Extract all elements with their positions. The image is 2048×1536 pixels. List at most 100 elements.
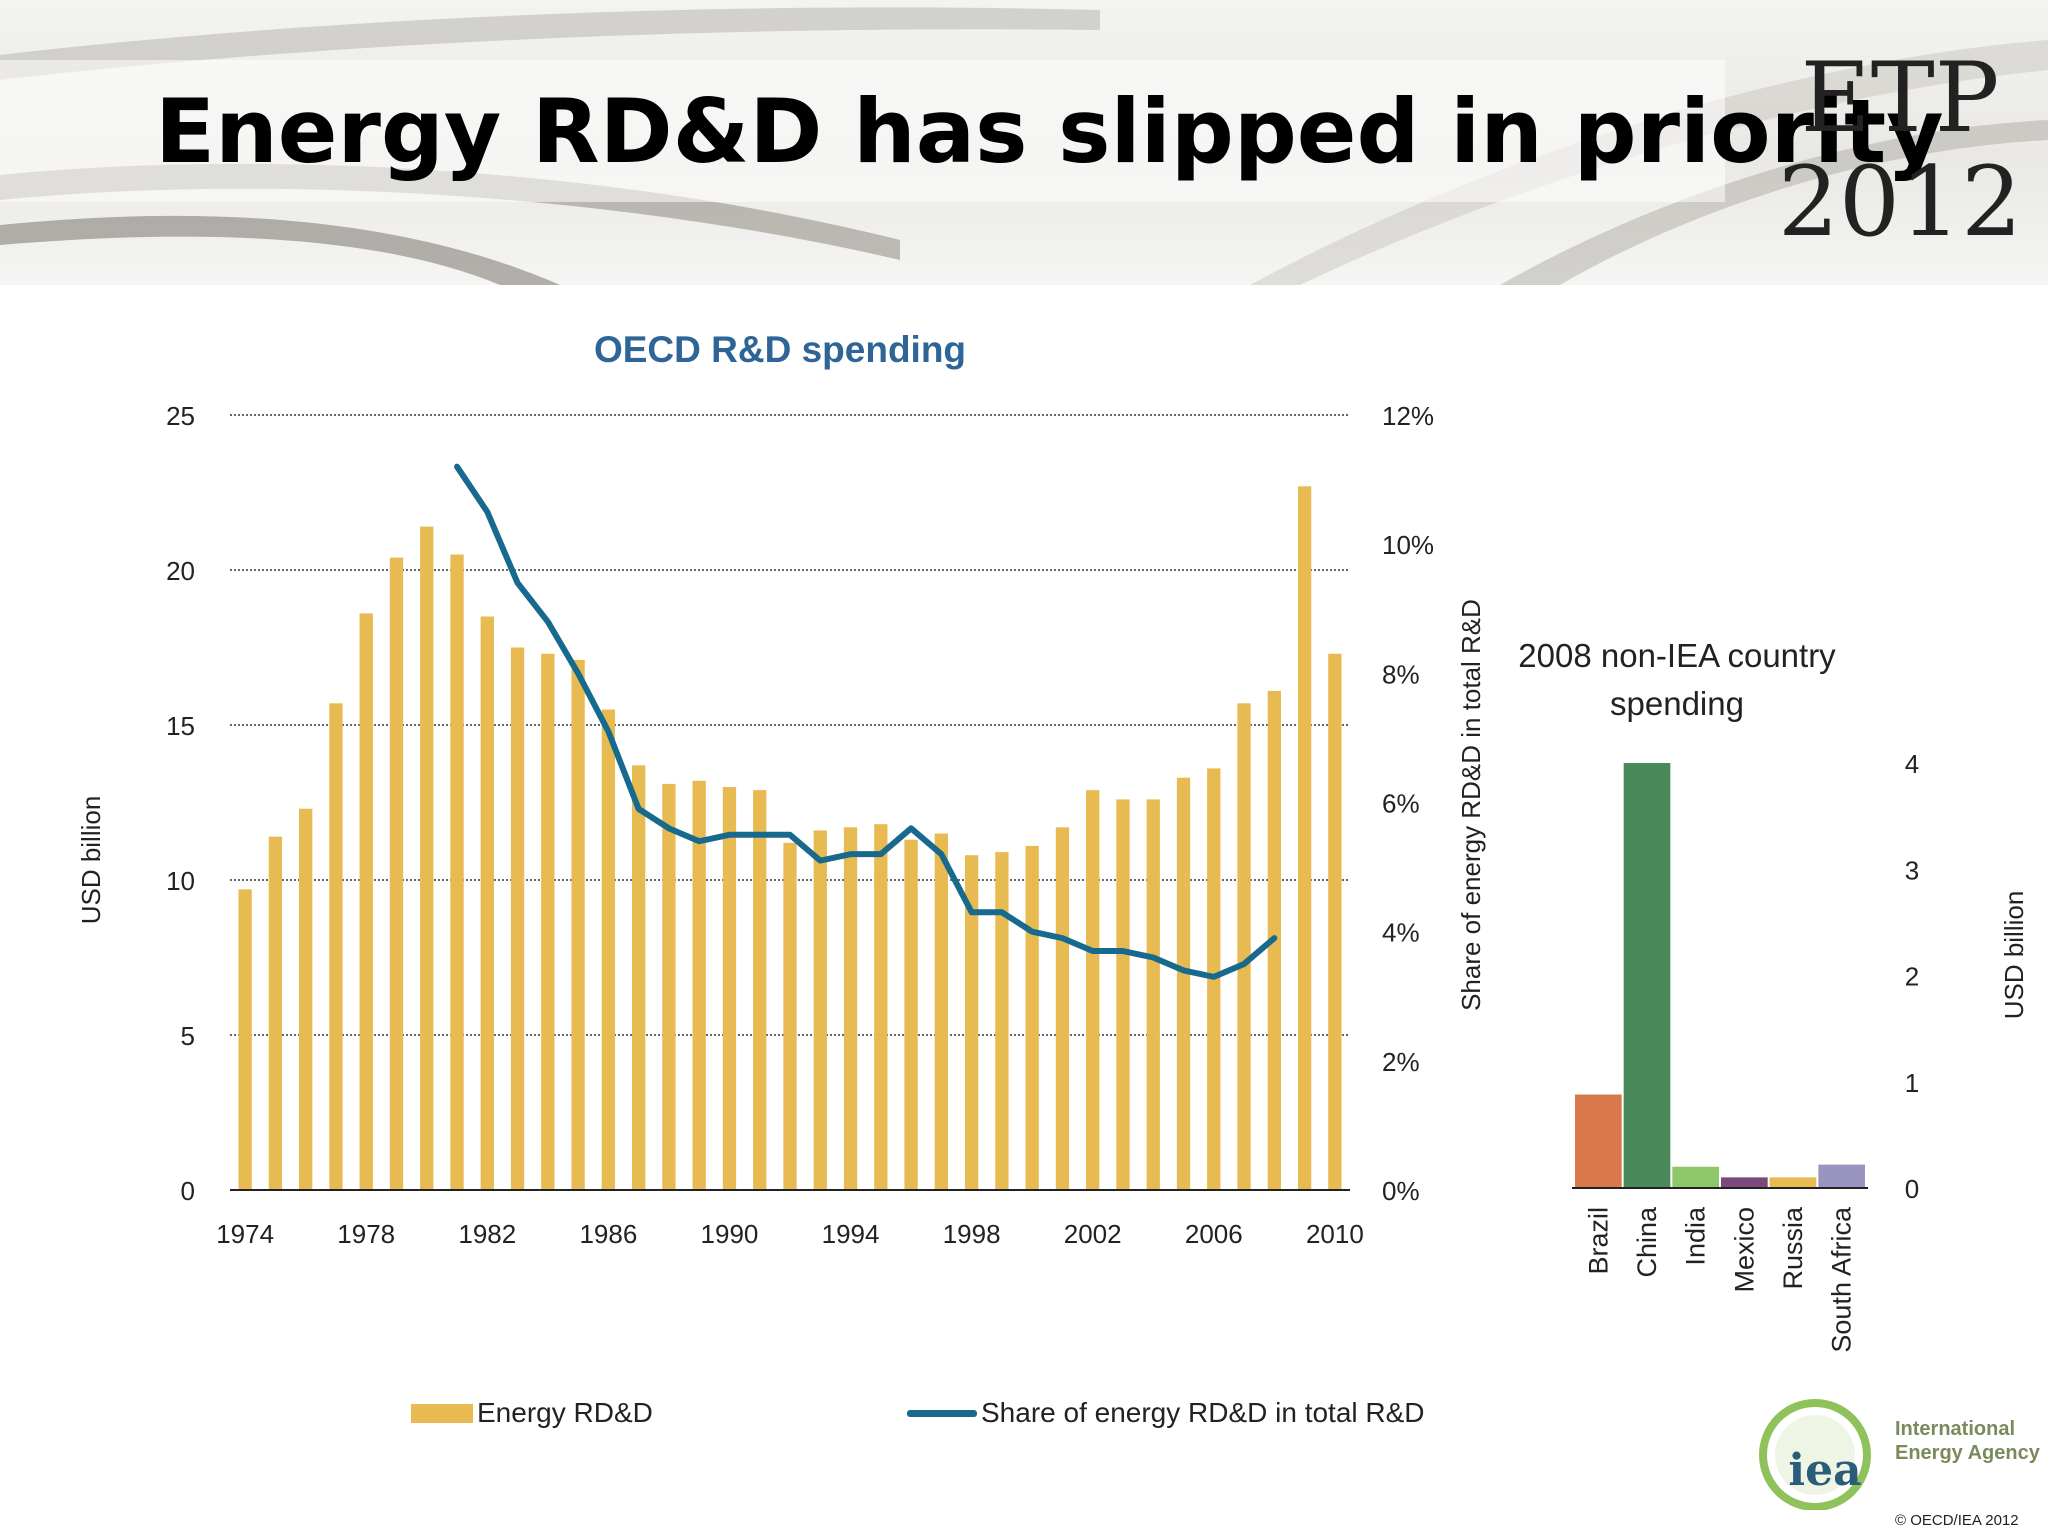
main-chart-x-tick-label: 2002 <box>1064 1219 1122 1249</box>
main-chart-x-ticks: 1974 1978 1982 1986 1990 1994 1998 2002 2006 2010 <box>216 1219 1364 1249</box>
country-bars <box>1575 763 1865 1188</box>
iea-logo-line1: International <box>1895 1418 2015 1440</box>
header-banner: Energy RD&D has slipped in priority ETP … <box>0 0 2048 285</box>
side-chart-y-tick-label: 4 <box>1905 749 1919 779</box>
etp-badge-line2: 2012 <box>1777 146 2023 258</box>
main-chart-x-tick-label: 1978 <box>337 1219 395 1249</box>
energy-rdd-bar <box>268 836 283 1190</box>
energy-rdd-bar <box>510 647 525 1190</box>
energy-rdd-bars <box>238 486 1342 1190</box>
main-chart-y-tick-label: 10 <box>166 866 195 896</box>
energy-rdd-bar <box>480 616 494 1190</box>
energy-rdd-bar <box>329 703 343 1190</box>
main-chart-x-tick-label: 1986 <box>579 1219 637 1249</box>
main-chart-x-tick-label: 1974 <box>216 1219 274 1249</box>
side-chart-x-tick-label: South Africa <box>1827 1206 1857 1353</box>
main-chart-x-tick-label: 1998 <box>943 1219 1001 1249</box>
energy-rdd-bar <box>1297 486 1312 1190</box>
country-bar <box>1672 1166 1719 1188</box>
side-chart-x-tick-label: China <box>1632 1206 1662 1278</box>
main-chart-title: OECD R&D spending <box>594 329 966 370</box>
energy-rdd-bar <box>753 790 767 1190</box>
energy-rdd-bar <box>1176 777 1191 1190</box>
main-chart-x-tick-label: 1994 <box>822 1219 880 1249</box>
energy-rdd-bar <box>1055 827 1070 1190</box>
main-chart-y2-tick-label: 8% <box>1382 659 1420 689</box>
main-chart-x-tick-label: 2010 <box>1306 1219 1364 1249</box>
energy-rdd-bar <box>934 833 949 1190</box>
energy-rdd-bar <box>813 830 827 1190</box>
energy-rdd-bar <box>450 554 464 1190</box>
energy-rdd-bar <box>1237 703 1251 1190</box>
energy-rdd-bar <box>1086 790 1100 1190</box>
main-chart-y2-tick-label: 0% <box>1382 1176 1420 1206</box>
iea-logo-line2: Energy Agency <box>1895 1442 2041 1464</box>
main-chart-x-tick-label: 1982 <box>458 1219 516 1249</box>
main-chart-y2-tick-label: 6% <box>1382 789 1420 819</box>
energy-rdd-bar <box>601 709 616 1190</box>
side-chart-x-tick-label: Russia <box>1778 1206 1808 1290</box>
main-chart-y-tick-label: 20 <box>166 556 195 586</box>
main-chart-y2-tick-label: 12% <box>1382 401 1434 431</box>
energy-rdd-bar <box>904 839 918 1190</box>
title-strip <box>0 60 1725 202</box>
side-chart-x-tick-label: Brazil <box>1583 1207 1613 1275</box>
iea-logo: iea International Energy Agency <box>1759 1399 2041 1510</box>
main-chart-x-tick-label: 1990 <box>701 1219 759 1249</box>
energy-rdd-bar <box>874 824 888 1190</box>
energy-rdd-bar <box>1146 799 1160 1190</box>
energy-rdd-bar <box>299 808 313 1190</box>
country-bar <box>1575 1094 1622 1188</box>
main-chart-y-tick-label: 5 <box>181 1021 195 1051</box>
main-chart-y-ticks: 0 5 10 15 20 25 <box>166 401 195 1206</box>
energy-rdd-bar <box>420 526 434 1190</box>
energy-rdd-bar <box>662 783 676 1190</box>
main-chart-y2-axis-label: Share of energy RD&D in total R&D <box>1456 599 1486 1011</box>
energy-rdd-bar <box>783 842 797 1190</box>
side-chart-title-line1: 2008 non-IEA country <box>1518 637 1836 674</box>
main-chart-y2-tick-label: 4% <box>1382 918 1420 948</box>
main-chart-y-tick-label: 0 <box>181 1176 195 1206</box>
side-chart-y-tick-label: 0 <box>1905 1174 1919 1204</box>
side-chart-y-tick-label: 2 <box>1905 962 1919 992</box>
energy-share-line <box>454 463 1278 980</box>
energy-rdd-bar <box>389 557 404 1190</box>
energy-rdd-bar <box>631 765 646 1190</box>
country-bar <box>1721 1177 1768 1188</box>
side-chart-title-line2: spending <box>1610 685 1744 722</box>
side-chart-x-ticks: Brazil China India Mexico Russia South Africa <box>1583 1206 1856 1353</box>
energy-rdd-bar <box>541 653 555 1190</box>
country-bar <box>1623 763 1671 1188</box>
energy-rdd-bar <box>843 827 858 1190</box>
energy-rdd-bar <box>722 787 737 1190</box>
side-chart-x-tick-label: India <box>1681 1206 1711 1266</box>
energy-rdd-bar <box>692 780 706 1190</box>
energy-rdd-bar <box>1116 799 1130 1190</box>
energy-rdd-bar <box>964 855 979 1190</box>
energy-rdd-bar <box>1328 653 1342 1190</box>
main-chart-y2-tick-label: 2% <box>1382 1047 1420 1077</box>
main-chart-y-tick-label: 15 <box>166 711 195 741</box>
main-chart-y2-tick-label: 10% <box>1382 530 1434 560</box>
page-title: Energy RD&D has slipped in priority <box>155 80 1944 183</box>
etp-badge: ETP 2012 <box>1775 46 2025 254</box>
iea-logo-mark: iea <box>1788 1445 1861 1496</box>
side-chart-y-ticks: 0 1 2 3 4 <box>1905 749 1919 1204</box>
etp-badge-line1: ETP <box>1800 42 2000 154</box>
side-chart-x-tick-label: Mexico <box>1729 1207 1759 1293</box>
main-chart-y2-ticks: 0% 2% 4% 6% 8% 10% 12% <box>1382 401 1434 1206</box>
copyright-notice: © OECD/IEA 2012 <box>1895 1512 2019 1529</box>
energy-rdd-bar <box>359 613 373 1190</box>
energy-rdd-bar <box>238 889 252 1190</box>
main-chart-y-axis-label: USD billion <box>76 796 106 925</box>
energy-rdd-bar <box>995 852 1009 1190</box>
energy-rdd-bar <box>571 659 585 1190</box>
side-chart-y-tick-label: 3 <box>1905 855 1919 885</box>
main-chart-y-tick-label: 25 <box>166 401 195 431</box>
country-bar <box>1818 1164 1865 1188</box>
side-chart-y-axis-label: USD billion <box>1999 891 2029 1020</box>
side-chart-y-tick-label: 1 <box>1905 1068 1919 1098</box>
country-bar <box>1769 1177 1817 1188</box>
